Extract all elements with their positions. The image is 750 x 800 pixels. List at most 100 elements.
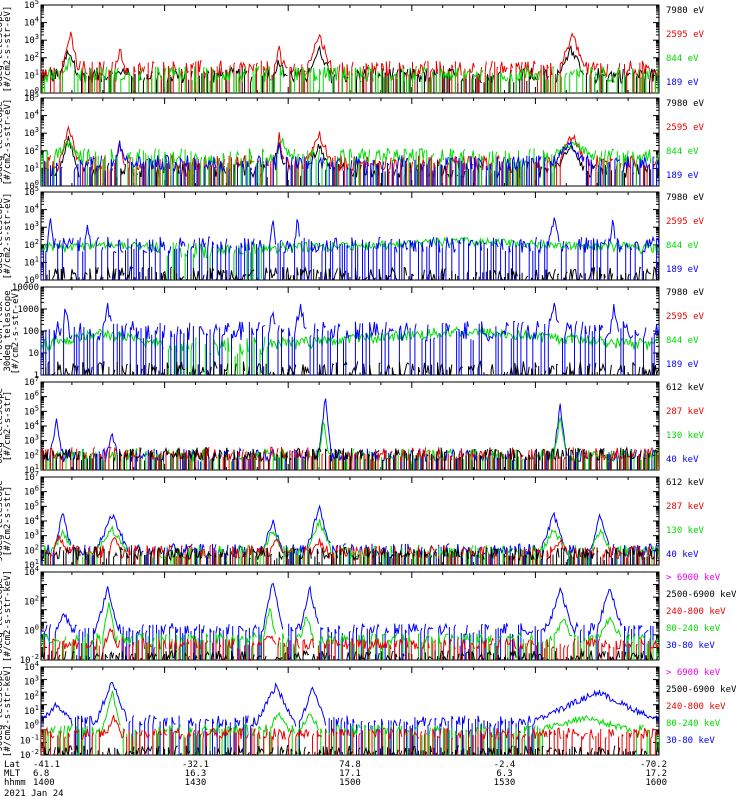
y-tick-label: 1000 — [17, 305, 39, 315]
y-tick-label: 102 — [24, 543, 39, 556]
y-tick-label: 101 — [24, 704, 39, 717]
y-tick-label: 106 — [24, 390, 39, 403]
y-tick-label: 10000 — [12, 283, 39, 293]
legend-label: > 6900 keV — [666, 573, 721, 583]
x-tick-hhmm: 1500 — [339, 778, 361, 788]
y-tick-label: 10-1 — [20, 733, 39, 746]
y-tick-label: 103 — [24, 33, 39, 46]
y-tick-label: 102 — [24, 689, 39, 702]
x-tick-hhmm: 1400 — [33, 778, 55, 788]
series-group — [41, 31, 659, 93]
series-line — [41, 217, 659, 280]
x-tick-lat: -41.1 — [33, 760, 60, 770]
x-tick-hhmm: 1600 — [645, 778, 667, 788]
y-axis-label: TEDElectron Flux30deg telescope[#/cm2-s-… — [0, 99, 13, 186]
y-tick-label: 105 — [24, 499, 39, 512]
legend-label: 40 keV — [666, 455, 699, 465]
series-group — [41, 504, 659, 565]
y-tick-label: 104 — [24, 16, 39, 29]
y-tick-label: 102 — [24, 448, 39, 461]
y-tick-label: 105 — [24, 404, 39, 417]
x-axis-labels: LatMLThhmm-41.16.81400-32.116.3143074.81… — [4, 760, 667, 799]
y-tick-label: 102 — [24, 594, 39, 607]
y-tick-label: 104 — [24, 109, 39, 122]
y-tick-label: 105 — [24, 0, 39, 11]
x-row-label: MLT — [4, 769, 21, 779]
y-tick-label: 107 — [24, 375, 39, 388]
series-group — [41, 582, 659, 660]
y-axis-label: MEPEDProton Flux0deg telescope[#/cm2-s-s… — [0, 570, 13, 662]
y-tick-label: 101 — [24, 463, 39, 476]
y-tick-label: 100 — [24, 719, 39, 732]
series-line — [42, 446, 659, 470]
panel-3: 100 101 102 103 104 105 TEDProton Flux0deg tel… — [0, 185, 705, 286]
legend-label: 2500-6900 keV — [666, 685, 737, 695]
series-line — [41, 649, 659, 660]
panel-1: 100 101 102 103 104 105 TEDElectron Flux0deg t… — [0, 0, 705, 99]
y-axis-label: TEDElectron Flux0deg telescope[#/cm2-s-s… — [0, 6, 13, 93]
legend-label: 240-800 keV — [666, 702, 726, 712]
series-line — [42, 360, 659, 375]
legend-label: 189 eV — [666, 78, 699, 88]
series-group — [41, 217, 659, 280]
y-tick-label: 101 — [24, 255, 39, 268]
y-tick-label: 100 — [24, 179, 39, 192]
y-axis-label: Proton Flux30deg telescope[#/cm2-s-str-e… — [0, 288, 21, 375]
legend-label: 2595 eV — [666, 30, 705, 40]
panel-7: 10-2 100 102 104 MEPEDProton Flux0deg telesc… — [0, 565, 737, 666]
series-group — [41, 682, 659, 755]
y-tick-label: 100 — [23, 327, 39, 337]
x-tick-lat: -70.2 — [640, 760, 667, 770]
x-tick-lat: -32.1 — [182, 760, 209, 770]
x-tick-mlt: 6.3 — [496, 769, 512, 779]
series-line — [41, 745, 659, 755]
legend-label: 7980 eV — [666, 193, 705, 203]
series-group — [41, 302, 659, 375]
date-label: 2021 Jan 24 — [4, 789, 64, 799]
y-axis-label: MEPEDElectron Flux90deg telescope[#/cm2-… — [0, 480, 13, 561]
series-line — [41, 715, 659, 755]
y-tick-label: 105 — [24, 185, 39, 198]
y-axis-label: TEDProton Flux0deg telescope[#/cm2-s-str… — [0, 193, 13, 280]
series-line — [41, 265, 659, 280]
legend-label: 2595 eV — [666, 217, 705, 227]
y-tick-label: 104 — [24, 565, 39, 578]
y-tick-label: 104 — [24, 203, 39, 216]
x-tick-mlt: 17.2 — [645, 769, 667, 779]
x-tick-lat: 74.8 — [339, 760, 361, 770]
series-group — [41, 125, 659, 186]
y-tick-label: 10 — [28, 349, 39, 359]
y-tick-label: 100 — [24, 273, 39, 286]
panel-frame — [40, 571, 660, 661]
legend-label: 40 keV — [666, 550, 699, 560]
series-line — [41, 546, 659, 565]
y-tick-label: 102 — [24, 238, 39, 251]
series-line — [41, 56, 659, 93]
legend-label: 844 eV — [666, 336, 699, 346]
legend-label: 844 eV — [666, 147, 699, 157]
y-tick-label: 104 — [24, 660, 39, 673]
legend-label: 287 keV — [666, 407, 705, 417]
legend-label: 844 eV — [666, 241, 699, 251]
legend-label: 240-800 keV — [666, 607, 726, 617]
x-row-label: hhmm — [4, 778, 26, 788]
x-tick-mlt: 17.1 — [339, 769, 361, 779]
x-tick-mlt: 6.8 — [33, 769, 49, 779]
y-tick-label: 106 — [24, 485, 39, 498]
legend-label: 80-240 keV — [666, 624, 721, 634]
series-group — [41, 398, 659, 470]
legend-label: 7980 eV — [666, 99, 705, 109]
y-tick-label: 101 — [24, 558, 39, 571]
legend-label: 189 eV — [666, 360, 699, 370]
legend-label: 80-240 keV — [666, 719, 721, 729]
y-tick-label: 103 — [24, 126, 39, 139]
legend-label: 2595 eV — [666, 312, 705, 322]
series-line — [41, 326, 659, 375]
series-line — [41, 302, 659, 375]
y-tick-label: 105 — [24, 91, 39, 104]
y-tick-label: 104 — [24, 514, 39, 527]
panel-2: 100 101 102 103 104 105 TEDElectron Flux30deg … — [0, 91, 705, 192]
